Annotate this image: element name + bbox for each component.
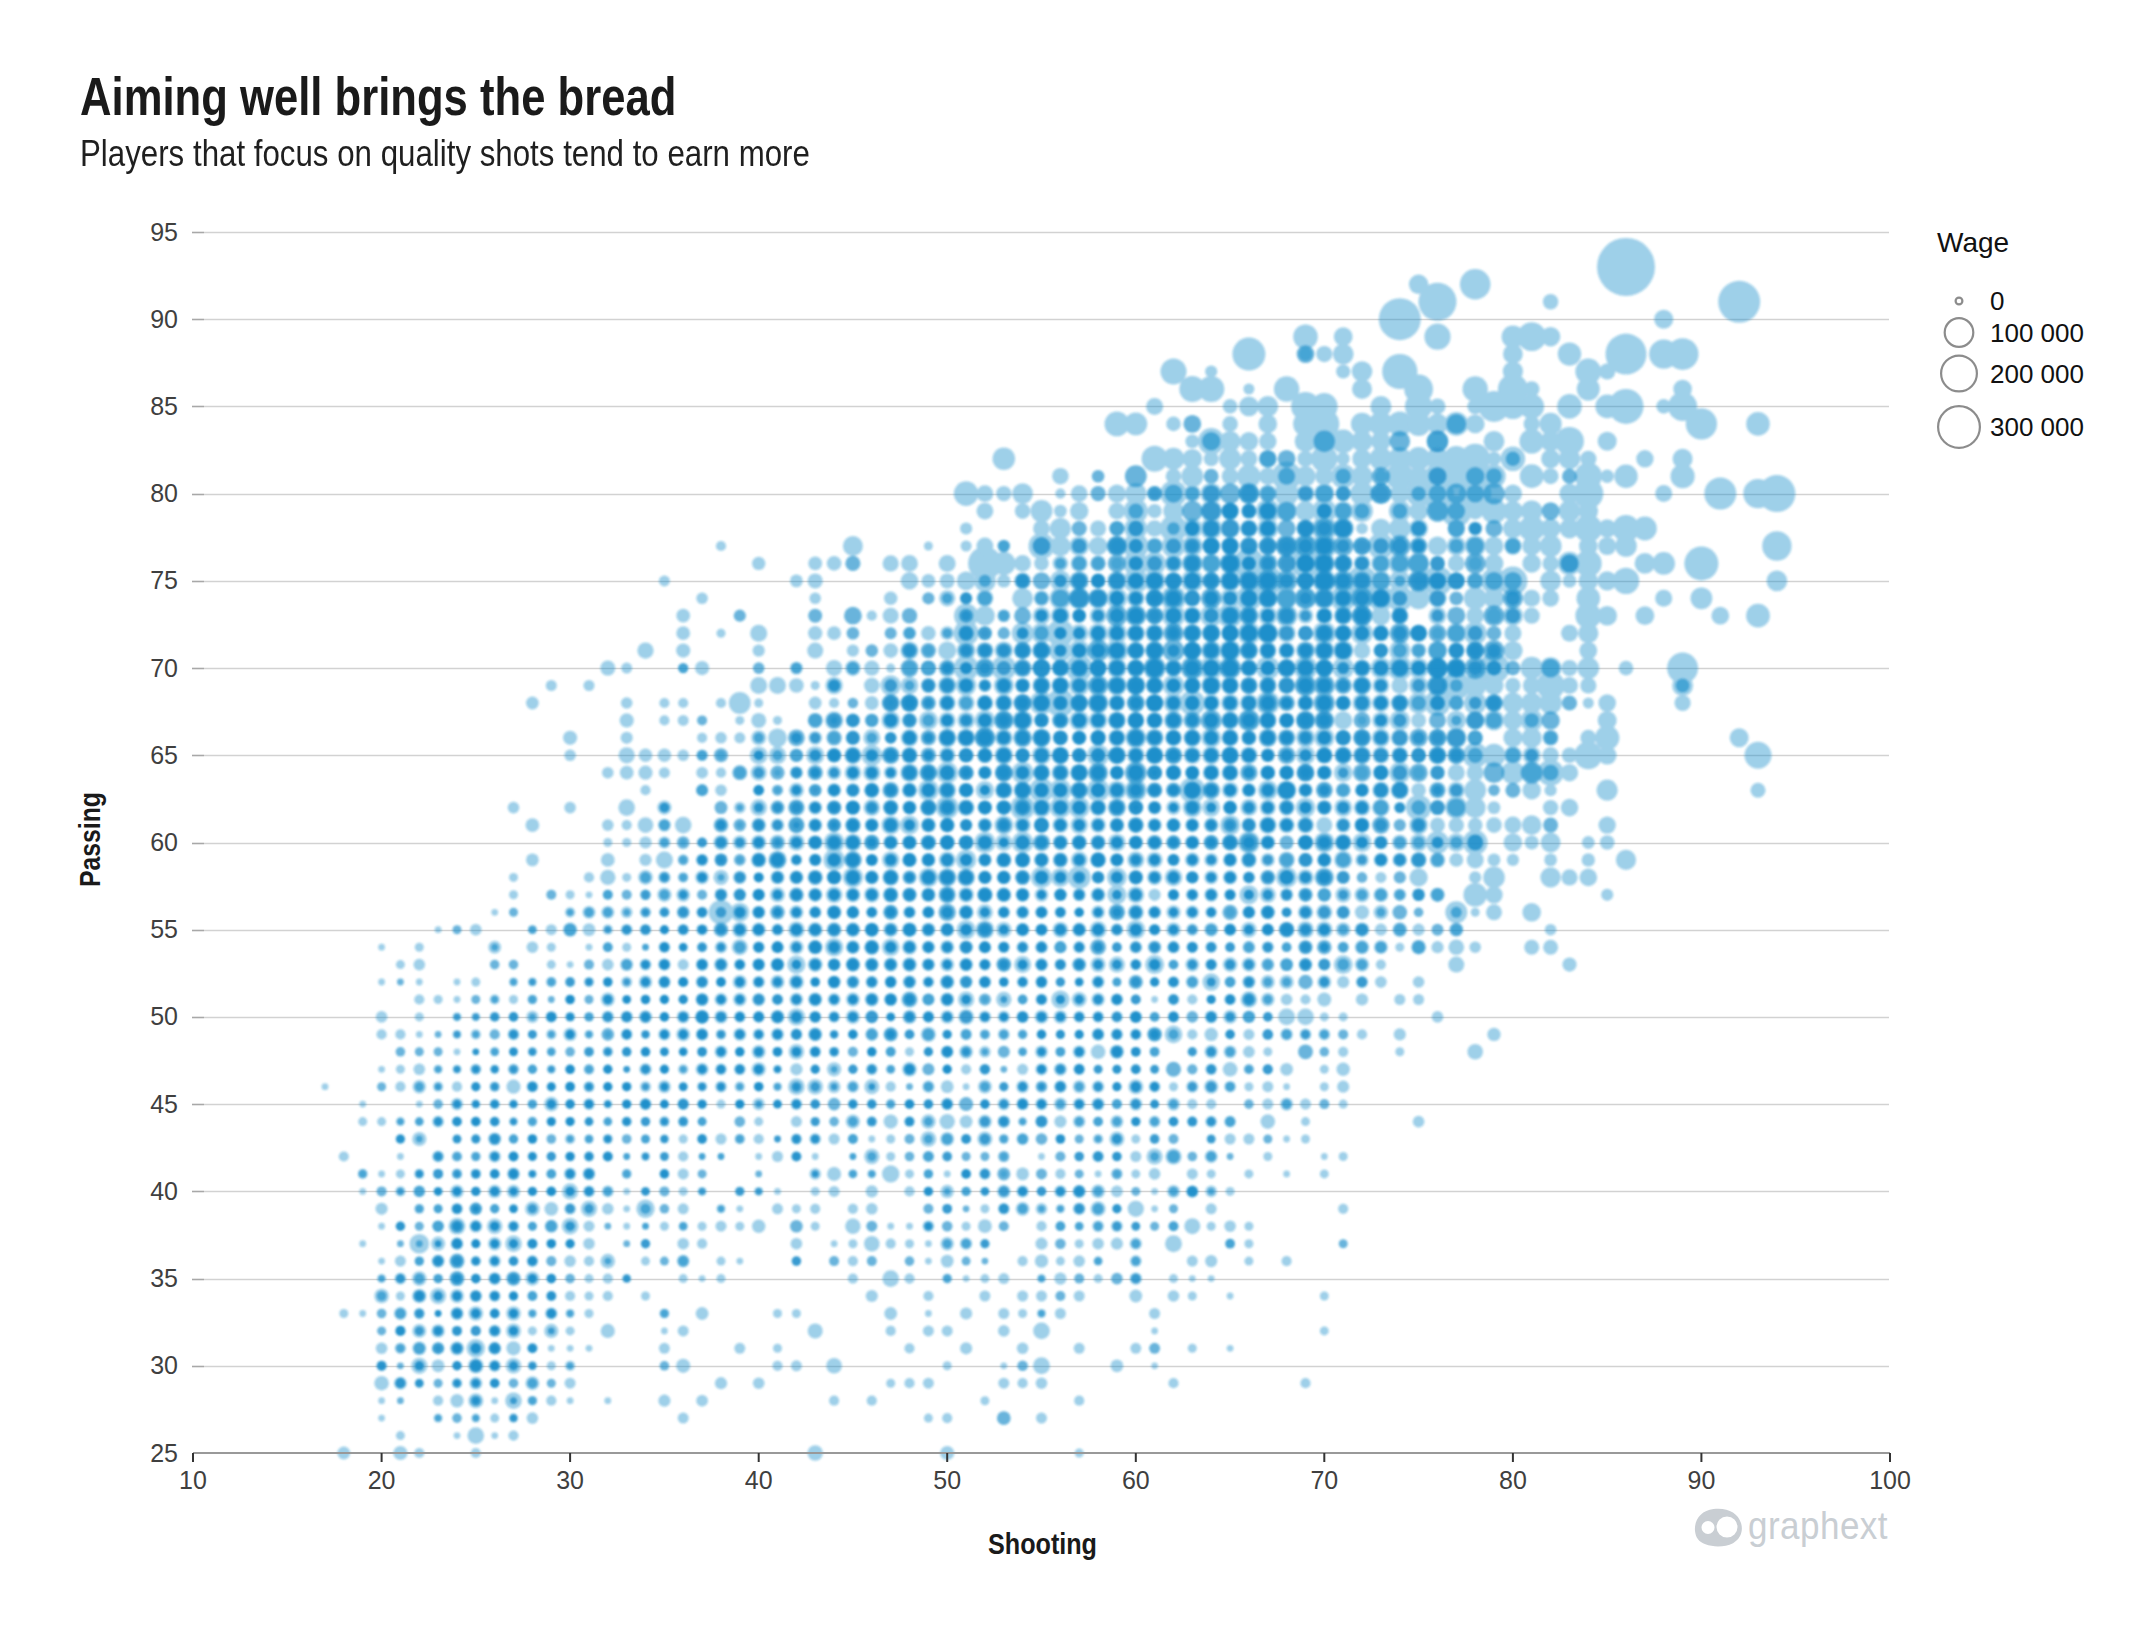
- svg-text:100 000: 100 000: [1990, 318, 2084, 348]
- svg-text:95: 95: [150, 218, 178, 246]
- svg-text:50: 50: [150, 1002, 178, 1030]
- svg-text:80: 80: [1499, 1466, 1527, 1494]
- svg-text:85: 85: [150, 392, 178, 420]
- svg-text:0: 0: [1990, 286, 2004, 316]
- svg-text:30: 30: [150, 1351, 178, 1379]
- svg-text:90: 90: [150, 305, 178, 333]
- svg-text:50: 50: [933, 1466, 961, 1494]
- svg-text:55: 55: [150, 915, 178, 943]
- svg-text:25: 25: [150, 1439, 178, 1467]
- svg-text:30: 30: [556, 1466, 584, 1494]
- svg-text:200 000: 200 000: [1990, 359, 2084, 389]
- svg-text:Shooting: Shooting: [988, 1527, 1097, 1560]
- svg-text:300 000: 300 000: [1990, 412, 2084, 442]
- svg-text:Wage: Wage: [1937, 227, 2009, 258]
- svg-text:40: 40: [745, 1466, 773, 1494]
- svg-text:100: 100: [1869, 1466, 1911, 1494]
- svg-text:70: 70: [1310, 1466, 1338, 1494]
- svg-text:graphext: graphext: [1748, 1504, 1888, 1547]
- svg-text:45: 45: [150, 1090, 178, 1118]
- svg-text:35: 35: [150, 1264, 178, 1292]
- svg-text:90: 90: [1687, 1466, 1715, 1494]
- svg-text:40: 40: [150, 1177, 178, 1205]
- svg-text:20: 20: [368, 1466, 396, 1494]
- svg-text:80: 80: [150, 479, 178, 507]
- svg-text:60: 60: [150, 828, 178, 856]
- svg-text:70: 70: [150, 654, 178, 682]
- svg-text:75: 75: [150, 566, 178, 594]
- svg-text:Passing: Passing: [73, 792, 106, 887]
- svg-text:65: 65: [150, 741, 178, 769]
- svg-text:10: 10: [179, 1466, 207, 1494]
- svg-text:60: 60: [1122, 1466, 1150, 1494]
